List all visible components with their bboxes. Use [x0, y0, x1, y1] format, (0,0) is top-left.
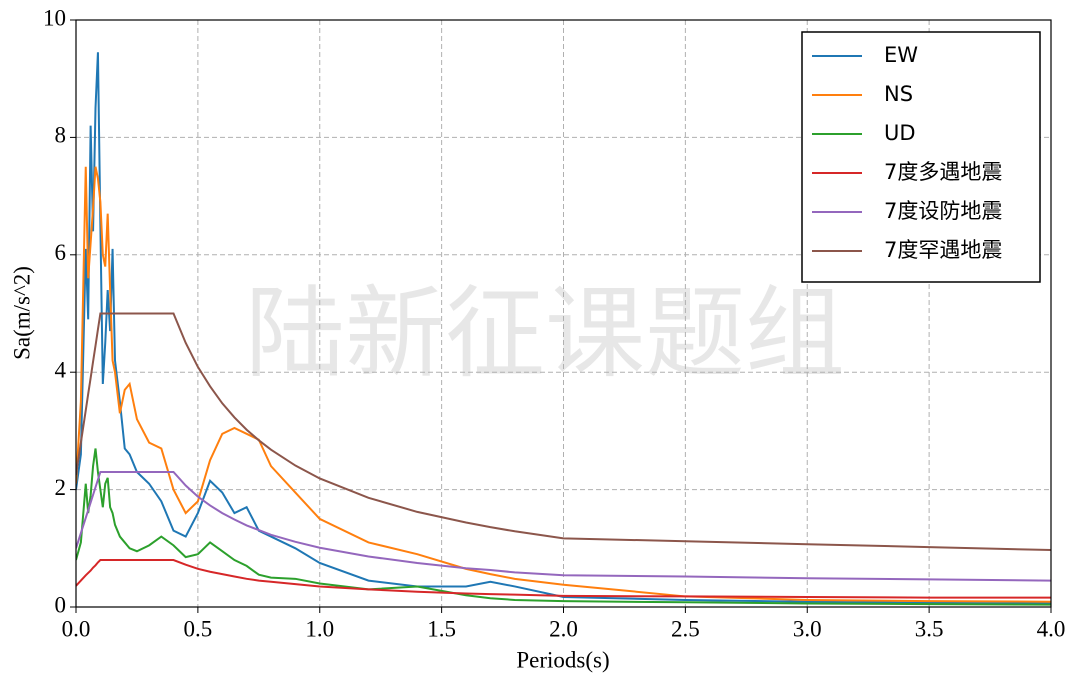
legend-label: 7度罕遇地震: [884, 238, 1002, 262]
y-tick-label: 10: [43, 5, 66, 30]
series-line: [76, 448, 1051, 606]
x-tick-label: 1.0: [305, 616, 334, 641]
x-tick-label: 2.0: [549, 616, 578, 641]
y-axis-label: Sa(m/s^2): [9, 266, 34, 360]
series-line: [76, 559, 1051, 599]
legend-label: 7度设防地震: [884, 199, 1002, 223]
y-tick-label: 8: [55, 123, 67, 148]
x-tick-label: 4.0: [1037, 616, 1066, 641]
y-tick-label: 6: [55, 240, 67, 265]
x-tick-label: 3.0: [793, 616, 822, 641]
y-tick-label: 2: [55, 475, 67, 500]
series-line: [76, 52, 1051, 605]
plot-frame: [75, 19, 1052, 608]
x-tick-label: 3.5: [915, 616, 944, 641]
legend-label: UD: [884, 121, 916, 145]
x-axis-label: Periods(s): [516, 647, 609, 672]
legend-label: EW: [884, 43, 918, 67]
y-tick-label: 0: [55, 592, 67, 617]
legend-box: [801, 31, 1041, 283]
y-tick-label: 4: [55, 357, 67, 382]
series-line: [76, 312, 1051, 552]
x-tick-label: 2.5: [671, 616, 700, 641]
watermark: 陆新征课题组: [245, 279, 845, 390]
x-tick-label: 0.0: [62, 616, 91, 641]
series-line: [76, 470, 1051, 582]
legend-label: NS: [884, 82, 913, 106]
legend-label: 7度多遇地震: [884, 160, 1002, 184]
x-tick-label: 0.5: [184, 616, 213, 641]
series-line: [76, 166, 1051, 603]
x-tick-label: 1.5: [427, 616, 456, 641]
